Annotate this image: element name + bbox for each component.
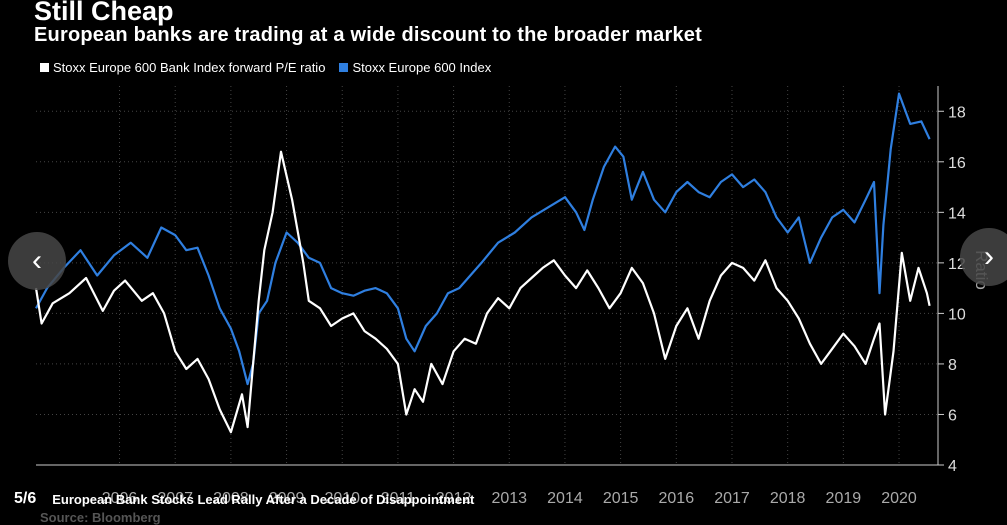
x-tick-label: 2012 [436,490,472,507]
y-tick-label: 8 [948,357,957,374]
x-tick-label: 2007 [157,490,193,507]
next-slide-button[interactable]: › [960,228,1007,286]
y-tick-label: 18 [948,104,966,121]
legend: Stoxx Europe 600 Bank Index forward P/E … [40,60,491,75]
x-tick-label: 2014 [547,490,583,507]
x-tick-label: 2009 [269,490,305,507]
x-tick-label: 2020 [881,490,917,507]
slide-caption-text: European Bank Stocks Lead Rally After a … [52,491,475,507]
x-tick-label: 2016 [659,490,695,507]
x-tick-label: 2017 [714,490,750,507]
previous-slide-button[interactable]: ‹ [8,232,66,290]
chart-subtitle: European banks are trading at a wide dis… [34,24,702,46]
series-line-stoxx-600 [35,92,931,386]
x-tick-label: 2008 [213,490,249,507]
x-tick-label: 2013 [491,490,527,507]
source-note: Source: Bloomberg [40,510,161,525]
slide-caption: 5/6 European Bank Stocks Lead Rally Afte… [14,490,474,508]
y-tick-label: 10 [948,306,966,323]
x-tick-label: 2006 [102,490,138,507]
x-tick-label: 2015 [603,490,639,507]
y-tick-label: 6 [948,407,957,424]
legend-swatch-pe [40,63,49,72]
legend-label-pe: Stoxx Europe 600 Bank Index forward P/E … [53,60,326,75]
legend-swatch-index [339,63,349,72]
x-tick-label: 2011 [381,490,416,507]
series-line-pe-ratio [34,150,931,434]
x-tick-label: 2010 [324,490,360,507]
chevron-right-icon: › [984,240,994,273]
x-tick-label: 2018 [770,490,806,507]
chart-title: Still Cheap [34,0,174,26]
y-tick-label: 14 [948,205,966,222]
legend-label-index: Stoxx Europe 600 Index [352,60,492,75]
chevron-left-icon: ‹ [32,244,42,277]
legend-item-index: Stoxx Europe 600 Index [339,60,491,75]
legend-item-pe: Stoxx Europe 600 Bank Index forward P/E … [40,60,325,75]
slide-counter: 5/6 [14,490,37,507]
x-tick-label: 2019 [826,490,862,507]
y-tick-label: 16 [948,155,966,172]
y-tick-label: 4 [948,458,957,475]
